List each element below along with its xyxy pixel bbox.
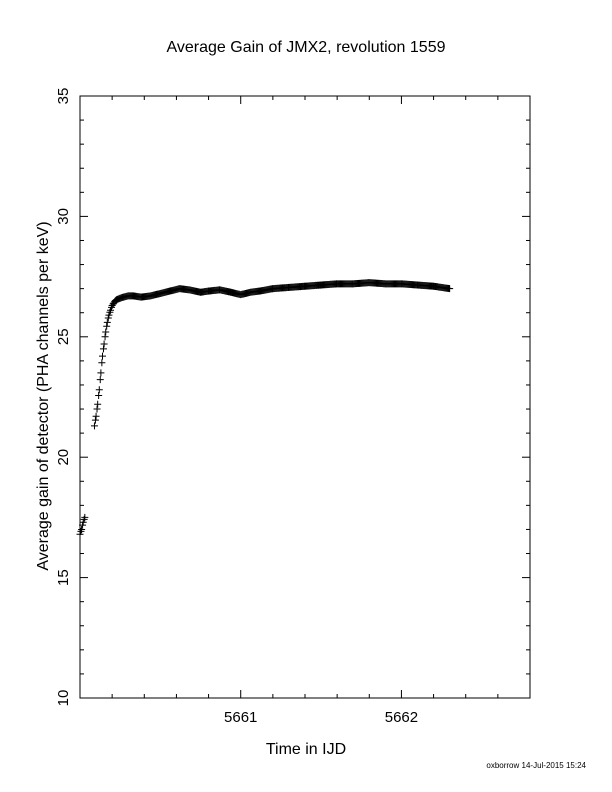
axis-ticks	[79, 95, 531, 699]
plot-frame	[79, 95, 531, 699]
data-point-marker	[101, 333, 109, 341]
data-point-marker	[79, 521, 87, 529]
data-point-marker	[103, 322, 111, 330]
y-tick-label: 20	[55, 449, 72, 466]
y-tick-label: 25	[55, 328, 72, 345]
x-axis-label: Time in IJD	[266, 741, 346, 758]
data-point-marker	[92, 412, 100, 420]
data-point-marker	[91, 416, 99, 424]
y-tick-label: 10	[55, 690, 72, 707]
data-point-marker	[90, 422, 98, 430]
data-point-marker	[102, 328, 110, 336]
data-point-marker	[99, 345, 107, 353]
data-point-marker	[104, 314, 112, 322]
data-point-marker	[105, 311, 113, 319]
data-point-marker	[96, 376, 104, 384]
data-point-marker	[93, 405, 101, 413]
data-point-marker	[95, 386, 103, 394]
data-points	[76, 279, 454, 538]
data-point-marker	[80, 515, 88, 523]
y-tick-label: 35	[55, 88, 72, 105]
y-axis-label: Average gain of detector (PHA channels p…	[35, 221, 52, 570]
data-point-marker	[94, 400, 102, 408]
data-point-marker	[78, 525, 86, 533]
data-point-marker	[108, 303, 115, 311]
y-tick-label: 30	[55, 208, 72, 225]
data-point-marker	[77, 527, 85, 535]
data-point-marker	[79, 518, 87, 526]
data-point-marker	[97, 369, 105, 377]
data-point-marker	[103, 318, 111, 326]
data-point-marker	[100, 340, 108, 348]
footer-timestamp: oxborrow 14-Jul-2015 15:24	[486, 761, 586, 770]
y-tick-label: 15	[55, 569, 72, 586]
data-point-marker	[81, 513, 89, 521]
data-point-marker	[106, 308, 114, 316]
data-point-marker	[95, 392, 103, 400]
data-point-marker	[98, 359, 106, 367]
data-point-marker	[99, 352, 106, 360]
axis-tick-labels: 10 15 20 25 30 35 5661 5662	[55, 88, 418, 726]
x-tick-label: 5661	[224, 709, 257, 726]
data-point-marker	[76, 530, 84, 538]
chart-title: Average Gain of JMX2, revolution 1559	[167, 39, 446, 56]
x-tick-label: 5662	[385, 709, 418, 726]
data-point-marker	[445, 285, 453, 293]
